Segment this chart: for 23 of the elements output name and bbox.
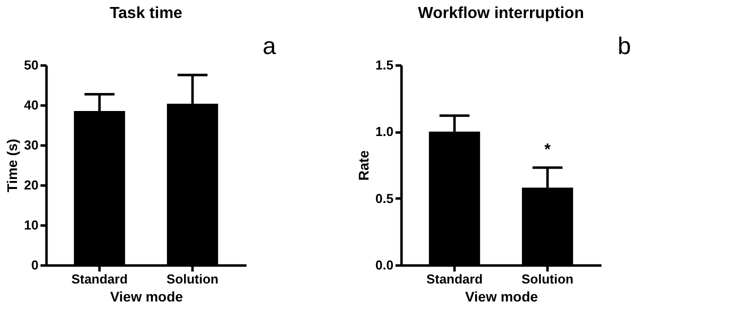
text: a (262, 33, 277, 60)
chart-title: Workflow interruption (418, 5, 584, 22)
text: b (618, 33, 631, 60)
y-tick-label: 50 (24, 58, 38, 72)
y-tick-label: 1.0 (375, 124, 394, 140)
y-axis-title: Rate (355, 150, 372, 181)
x-tick-label: Solution (522, 272, 574, 286)
x-tick-label: Standard (426, 272, 483, 286)
y-tick-label: 40 (24, 98, 38, 112)
y-tick-label: 10 (24, 218, 38, 232)
chart-title: Task time (110, 5, 182, 22)
annotation: * (544, 142, 552, 159)
y-tick-label: 0.5 (375, 190, 394, 206)
y-tick-label: 0.0 (375, 258, 394, 272)
x-tick-label: Solution (166, 272, 219, 286)
y-tick-label: 0 (31, 258, 38, 272)
x-axis-title: View mode (110, 288, 184, 304)
x-tick-label: Standard (71, 272, 128, 286)
x-axis-title: View mode (465, 288, 538, 304)
y-tick-label: 20 (24, 178, 38, 192)
y-tick-label: 30 (24, 138, 38, 152)
y-axis-title: Time (s) (4, 138, 20, 192)
y-tick-label: 1.5 (375, 58, 394, 72)
